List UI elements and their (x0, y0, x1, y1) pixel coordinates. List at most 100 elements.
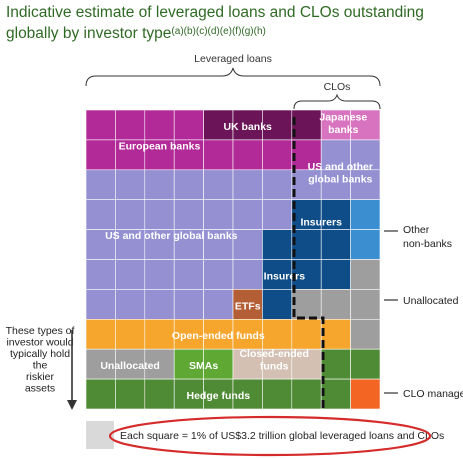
clo-divider-line (292, 117, 325, 409)
waffle-cell-us-global-banks (144, 289, 175, 320)
waffle-cell-us-global-banks (85, 259, 116, 290)
legend-highlight-ellipse (108, 415, 432, 457)
waffle-cell-us-global-banks (115, 289, 146, 320)
waffle-cell-us-global-banks (115, 259, 146, 290)
waffle-cell-us-global-banks (203, 199, 234, 230)
legend-text: Each square = 1% of US$3.2 trillion glob… (120, 430, 444, 442)
waffle-cell-closed-ended-funds (291, 348, 322, 380)
leveraged-loans-bracket (85, 67, 381, 87)
waffle-cell-hedge-funds (350, 348, 381, 380)
waffle-cell-european-banks (85, 109, 116, 141)
waffle-cell-us-global-banks (232, 199, 263, 230)
waffle-cell-open-ended-funds (320, 318, 351, 350)
waffle-cell-japanese-banks (350, 109, 381, 141)
region-label-unallocated-ll: Unallocated (100, 360, 160, 372)
waffle-cell-hedge-funds (320, 378, 351, 410)
waffle-cell-us-global-banks (144, 169, 175, 201)
waffle-cell-us-global-banks (85, 289, 116, 320)
waffle-cell-hedge-funds (173, 378, 204, 410)
waffle-cell-unallocated (320, 289, 351, 320)
waffle-cell-european-banks (144, 109, 175, 141)
waffle-cell-european-banks (262, 139, 293, 171)
chart-title-footnotes: (a)(b)(c)(d)(e)(f)(g)(h) (171, 26, 266, 37)
waffle-cell-hedge-funds (262, 378, 293, 410)
region-label-us-global-banks-clo: US and other (308, 161, 373, 173)
waffle-cell-us-global-banks (144, 199, 175, 230)
region-label-insurers-ll: Insurers (264, 270, 306, 282)
waffle-cell-european-banks (203, 139, 234, 171)
waffle-cell-unallocated (115, 348, 146, 380)
region-label-uk-banks: UK banks (223, 121, 272, 133)
waffle-cell-open-ended-funds (291, 318, 322, 350)
waffle-cell-us-global-banks (144, 259, 175, 290)
waffle-cell-insurers-dark (320, 259, 351, 290)
waffle-cell-us-global-banks (115, 199, 146, 230)
waffle-cell-european-banks (115, 109, 146, 141)
waffle-cell-us-global-banks (173, 169, 204, 201)
riskier-assets-note-line: typically hold (10, 348, 70, 360)
waffle-cell-open-ended-funds (85, 318, 116, 350)
waffle-cell-open-ended-funds (203, 318, 234, 350)
region-label-open-ended-funds: Open-ended funds (172, 330, 265, 342)
region-label-insurers-clo: Insurers (300, 217, 342, 229)
chart-title-text: Indicative estimate of leveraged loans a… (6, 4, 424, 42)
region-label-european-banks: European banks (119, 140, 201, 152)
riskier-assets-note-line: assets (25, 383, 55, 395)
riskier-assets-note-line: the (33, 360, 48, 372)
waffle-cell-unallocated (291, 289, 322, 320)
region-label-etfs: ETFs (235, 300, 261, 312)
waffle-cell-insurers-dark (320, 229, 351, 260)
waffle-cell-us-global-banks (85, 169, 116, 201)
waffle-cell-uk-banks (262, 109, 293, 141)
waffle-cell-hedge-funds (85, 378, 116, 410)
waffle-cell-open-ended-funds (115, 318, 146, 350)
waffle-cell-european-banks (115, 139, 146, 171)
waffle-cell-hedge-funds (203, 378, 234, 410)
waffle-cell-european-banks (291, 139, 322, 171)
waffle-cell-insurers-light (350, 199, 381, 230)
waffle-cell-unallocated (350, 259, 381, 290)
waffle-cell-us-global-banks (203, 289, 234, 320)
waffle-cell-us-global-banks (203, 259, 234, 290)
riskier-assets-note-line: These types of (6, 325, 75, 337)
clos-bracket-label: CLOs (324, 81, 351, 93)
waffle-cell-us-global-banks (320, 139, 351, 171)
waffle-cell-unallocated (350, 289, 381, 320)
waffle-cell-hedge-funds (115, 378, 146, 410)
region-label-japanese-banks: Japanese (319, 112, 367, 124)
waffle-cell-us-global-banks (262, 169, 293, 201)
down-arrow-head (67, 400, 77, 410)
waffle-cell-us-global-banks (173, 199, 204, 230)
other-non-banks-label-line2: non-banks (403, 238, 452, 250)
region-label-closed-ended-funds: funds (260, 360, 289, 372)
waffle-cell-insurers-dark (262, 289, 293, 320)
waffle-cell-us-global-banks (232, 259, 263, 290)
waffle-cell-us-global-banks (262, 199, 293, 230)
waffle-cell-hedge-funds (144, 378, 175, 410)
waffle-cell-insurers-dark (262, 259, 293, 290)
waffle-cell-japanese-banks (320, 109, 351, 141)
waffle-cell-open-ended-funds (262, 318, 293, 350)
waffle-cell-clo-manager (350, 378, 381, 410)
waffle-cell-us-global-banks (350, 139, 381, 171)
waffle-cell-us-global-banks (350, 169, 381, 201)
waffle-cell-us-global-banks (115, 169, 146, 201)
region-label-japanese-banks: banks (328, 124, 359, 136)
waffle-cell-closed-ended-funds (232, 348, 263, 380)
waffle-cell-european-banks (173, 139, 204, 171)
region-label-closed-ended-funds: Closed-ended (239, 348, 308, 360)
waffle-cell-us-global-banks (320, 169, 351, 201)
clos-bracket (293, 93, 381, 110)
waffle-cell-us-global-banks (232, 169, 263, 201)
unallocated-side-label: Unallocated (403, 295, 459, 307)
other-non-banks-label-line1: Other (403, 224, 430, 236)
waffle-cell-european-banks (173, 109, 204, 141)
region-label-us-global-banks-clo: global banks (308, 174, 372, 186)
riskier-assets-note-line: riskier (26, 371, 55, 383)
waffle-cell-hedge-funds (291, 378, 322, 410)
waffle-cell-us-global-banks (85, 199, 116, 230)
waffle-cell-open-ended-funds (173, 318, 204, 350)
waffle-cell-us-global-banks (173, 289, 204, 320)
